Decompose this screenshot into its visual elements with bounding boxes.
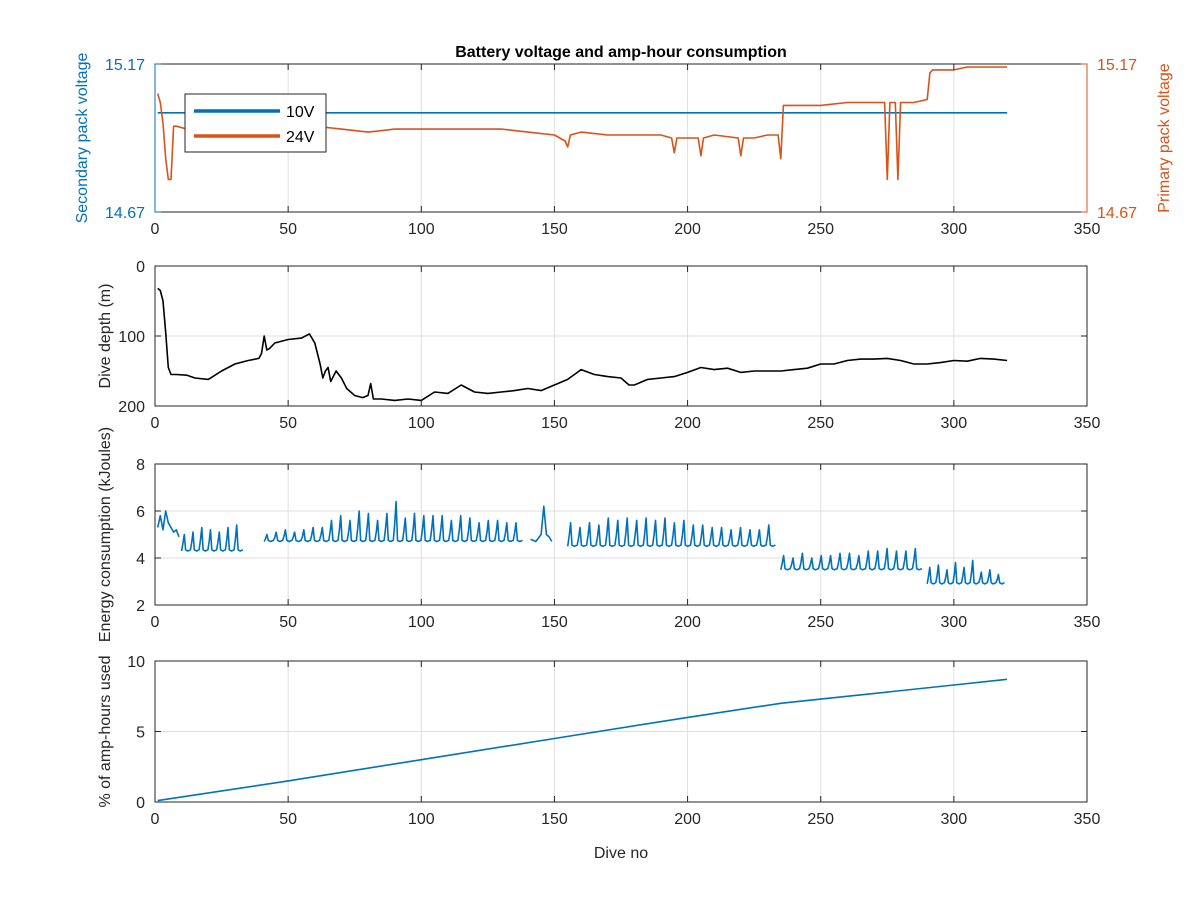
x-tick-label: 350 bbox=[1074, 811, 1101, 828]
x-tick-label: 150 bbox=[541, 415, 568, 432]
figure-title: Battery voltage and amp-hour consumption bbox=[455, 44, 787, 61]
x-tick-label: 350 bbox=[1074, 614, 1101, 631]
y-tick-label: 100 bbox=[118, 329, 145, 346]
x-tick-label: 250 bbox=[807, 614, 834, 631]
x-tick-label: 300 bbox=[941, 811, 968, 828]
x-tick-label: 100 bbox=[408, 415, 435, 432]
x-tick-label: 50 bbox=[279, 415, 297, 432]
x-tick-label: 50 bbox=[279, 221, 297, 238]
x-tick-label: 350 bbox=[1074, 415, 1101, 432]
x-tick-label: 250 bbox=[807, 415, 834, 432]
x-tick-label: 350 bbox=[1074, 221, 1101, 238]
x-tick-label: 300 bbox=[941, 221, 968, 238]
x-tick-label: 100 bbox=[408, 811, 435, 828]
series-line-depth bbox=[157, 287, 1008, 402]
y-right-tick-label: 14.67 bbox=[1097, 205, 1137, 222]
plots-container: 0 50 100 150 200 250 300 35014.6715.1714.6715.1… bbox=[74, 53, 1173, 862]
y-tick-label: 6 bbox=[136, 504, 145, 521]
x-tick-label: 0 bbox=[151, 811, 160, 828]
series-line-energy-segment-4 bbox=[566, 517, 776, 548]
y-tick-label: 0 bbox=[136, 795, 145, 812]
series-line-energy-segment-3 bbox=[530, 505, 553, 543]
series-line-amphours bbox=[157, 678, 1008, 802]
panel-energy: 0 50 100 150 200 250 300 350 2 4 6 8 Energy consumpt… bbox=[97, 427, 1100, 642]
y-tick-label: 2 bbox=[136, 598, 145, 615]
y-right-axis-label: Primary pack voltage bbox=[1156, 63, 1173, 212]
legend-box bbox=[184, 93, 327, 153]
x-tick-label: 200 bbox=[674, 221, 701, 238]
x-tick-label: 150 bbox=[541, 614, 568, 631]
y-axis-label: % of amp-hours used bbox=[97, 655, 114, 807]
y-tick-label: 8 bbox=[136, 457, 145, 474]
y-tick-label: 0 bbox=[136, 259, 145, 276]
series-line-energy-segment-5 bbox=[780, 547, 923, 571]
x-tick-label: 200 bbox=[674, 415, 701, 432]
x-axis-label: Dive no bbox=[594, 845, 648, 862]
y-axis-label: Energy consumption (kJoules) bbox=[97, 427, 114, 642]
y-tick-label: 4 bbox=[136, 551, 145, 568]
x-tick-label: 0 bbox=[151, 614, 160, 631]
legend-label-10V: 10V bbox=[286, 104, 315, 121]
y-left-tick-label: 15.17 bbox=[105, 57, 145, 74]
x-tick-label: 50 bbox=[279, 811, 297, 828]
x-tick-label: 150 bbox=[541, 811, 568, 828]
x-tick-label: 300 bbox=[941, 415, 968, 432]
series-line-energy-segment-2 bbox=[263, 500, 523, 543]
x-tick-label: 250 bbox=[807, 811, 834, 828]
x-tick-label: 100 bbox=[408, 221, 435, 238]
y-axis-label: Dive depth (m) bbox=[97, 284, 114, 389]
x-tick-label: 300 bbox=[941, 614, 968, 631]
series-line-energy-segment-6 bbox=[926, 559, 1005, 585]
panel-amphours: 0 50 100 150 200 250 300 350 0 5 10 % of amp-hours … bbox=[97, 654, 1100, 862]
x-tick-label: 250 bbox=[807, 221, 834, 238]
x-tick-label: 50 bbox=[279, 614, 297, 631]
x-tick-label: 100 bbox=[408, 614, 435, 631]
y-tick-label: 200 bbox=[118, 399, 145, 416]
y-left-axis-label: Secondary pack voltage bbox=[74, 53, 91, 224]
x-tick-label: 150 bbox=[541, 221, 568, 238]
x-tick-label: 200 bbox=[674, 614, 701, 631]
panel-voltage: 0 50 100 150 200 250 300 35014.6715.1714.6715.1… bbox=[74, 53, 1173, 238]
legend-label-24V: 24V bbox=[286, 129, 315, 146]
series-line-energy-segment-1 bbox=[180, 524, 244, 552]
x-tick-label: 200 bbox=[674, 811, 701, 828]
y-tick-label: 10 bbox=[127, 654, 145, 671]
y-right-tick-label: 15.17 bbox=[1097, 57, 1137, 74]
series-line-energy-segment-0 bbox=[156, 510, 180, 538]
x-tick-label: 0 bbox=[151, 221, 160, 238]
x-tick-label: 0 bbox=[151, 415, 160, 432]
y-tick-label: 5 bbox=[136, 725, 145, 742]
axes-box-energy bbox=[154, 463, 1088, 606]
y-left-tick-label: 14.67 bbox=[105, 205, 145, 222]
